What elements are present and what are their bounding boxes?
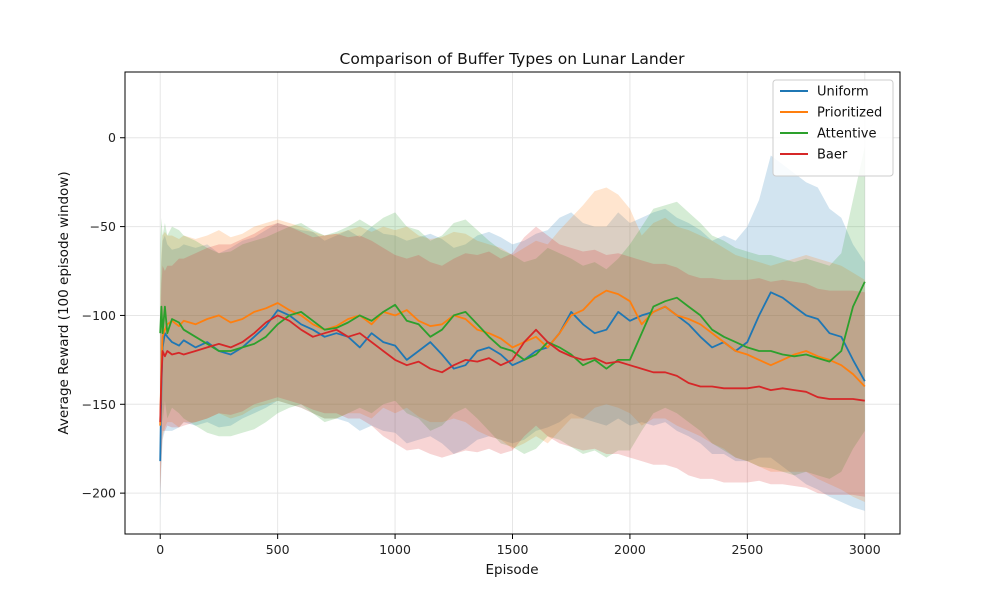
y-axis-label: Average Reward (100 episode window): [56, 171, 72, 434]
chart-title: Comparison of Buffer Types on Lunar Land…: [340, 50, 686, 68]
y-tick-label: −150: [82, 397, 116, 412]
legend-label-attentive: Attentive: [817, 127, 877, 142]
y-axis: −200 −150 −100 −50 0: [82, 130, 125, 501]
legend: Uniform Prioritized Attentive Baer: [772, 79, 894, 177]
y-tick-label: 0: [108, 130, 116, 145]
x-axis: 0 500 1000 1500 2000 2500 3000: [156, 534, 881, 557]
x-tick-label: 3000: [849, 542, 881, 557]
x-tick-label: 1500: [497, 542, 529, 557]
y-tick-label: −200: [82, 486, 116, 501]
x-tick-label: 500: [266, 542, 290, 557]
baer-line: [159, 314, 865, 423]
series-lines: [159, 281, 866, 462]
legend-label-baer: Baer: [817, 148, 848, 163]
prioritized-band: [160, 187, 865, 502]
x-tick-label: 1000: [379, 542, 411, 557]
x-tick-label: 0: [156, 542, 164, 557]
x-axis-label: Episode: [485, 562, 538, 578]
confidence-bands: [160, 146, 865, 511]
attentive-line: [159, 281, 866, 370]
y-tick-label: −50: [90, 219, 116, 234]
x-tick-label: 2000: [614, 542, 646, 557]
attentive-band: [160, 146, 865, 479]
uniform-line: [159, 291, 866, 462]
x-tick-label: 2500: [731, 542, 763, 557]
legend-label-prioritized: Prioritized: [817, 106, 882, 121]
legend-box: [772, 79, 894, 177]
uniform-band: [160, 155, 865, 511]
y-tick-label: −100: [82, 308, 116, 323]
legend-label-uniform: Uniform: [817, 85, 869, 100]
